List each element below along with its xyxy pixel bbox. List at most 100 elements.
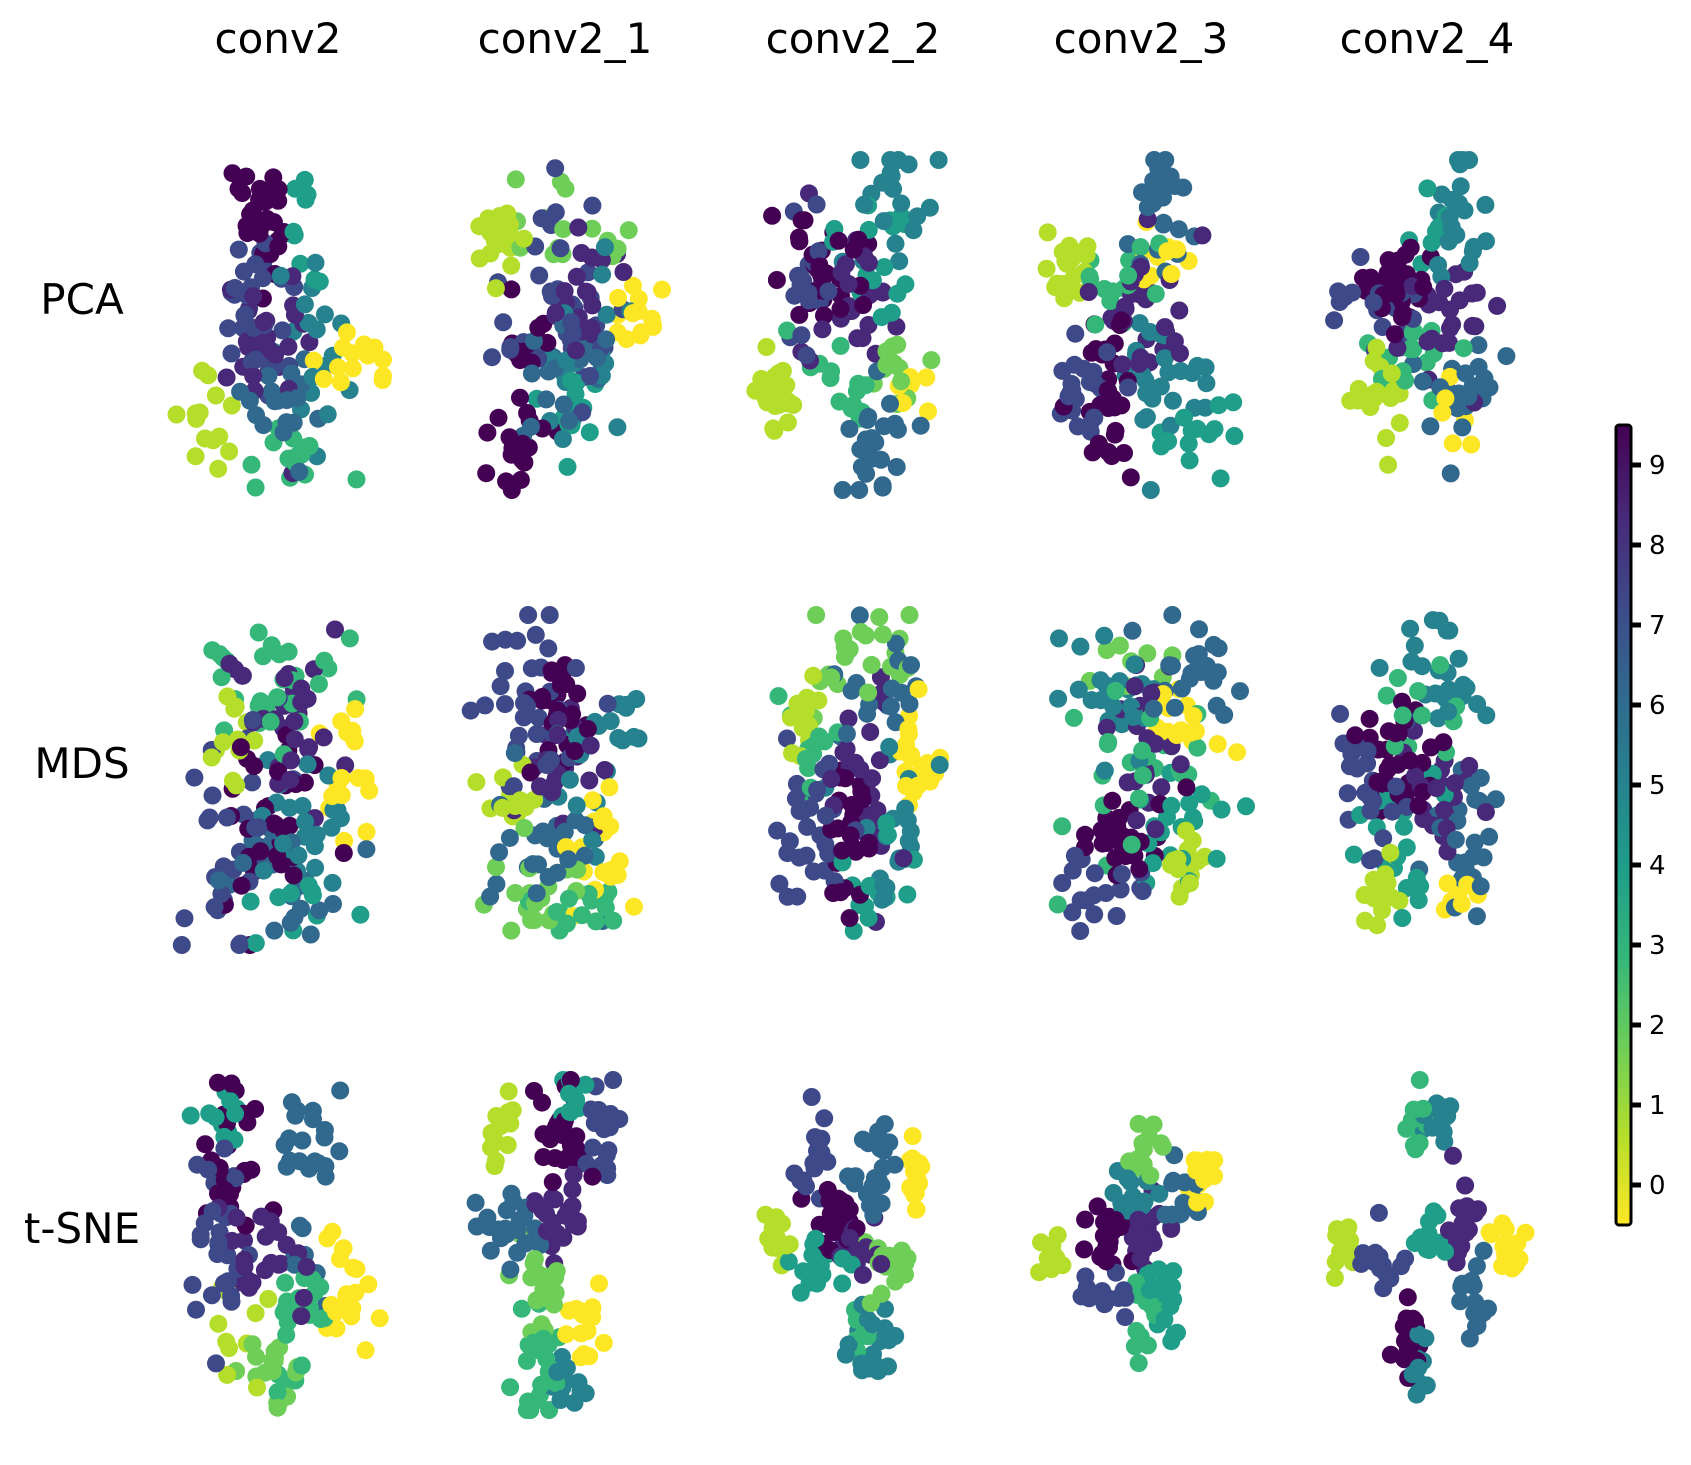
- scatter-point-class-8: [572, 244, 591, 262]
- scatter-point-class-9: [272, 855, 291, 874]
- scatter-point-class-9: [1381, 1345, 1400, 1364]
- scatter-point-class-5: [307, 825, 326, 844]
- scatter-point-class-8: [1435, 800, 1453, 819]
- scatter-point-class-6: [531, 1236, 550, 1255]
- scatter-point-class-3: [1409, 682, 1428, 701]
- scatter-point-class-6: [288, 389, 307, 407]
- scatter-point-class-1: [1325, 1268, 1344, 1287]
- scatter-point-class-7: [529, 708, 548, 727]
- scatter-point-class-6: [1123, 621, 1142, 640]
- scatter-point-class-4: [310, 272, 329, 291]
- scatter-point-class-4: [560, 1084, 578, 1103]
- scatter-point-class-8: [1142, 684, 1161, 703]
- scatter-point-class-8: [813, 320, 832, 339]
- scatter-point-class-7: [1107, 907, 1126, 925]
- scatter-point-class-5: [874, 212, 893, 231]
- scatter-point-class-8: [839, 275, 858, 293]
- scatter-point-class-7: [1325, 311, 1344, 330]
- scatter-point-class-6: [857, 464, 876, 483]
- scatter-point-class-7: [816, 806, 835, 825]
- scatter-point-class-7: [807, 195, 826, 214]
- scatter-point-class-8: [326, 620, 344, 639]
- scatter-point-class-6: [850, 481, 869, 499]
- scatter-point-class-9: [542, 661, 561, 680]
- scatter-point-class-3: [347, 470, 366, 489]
- scatter-point-class-9: [1103, 791, 1122, 810]
- scatter-point-class-8: [1129, 1210, 1148, 1229]
- scatter-point-class-6: [500, 828, 519, 847]
- scatter-point-class-1: [225, 699, 244, 718]
- scatter-point-class-4: [351, 905, 370, 924]
- scatter-point-class-8: [822, 770, 841, 788]
- scatter-point-class-1: [1181, 874, 1199, 893]
- scatter-point-class-7: [518, 696, 537, 715]
- scatter-point-class-9: [216, 1181, 235, 1200]
- scatter-point-class-4: [1163, 1277, 1182, 1296]
- scatter-point-class-3: [1454, 339, 1473, 358]
- scatter-point-class-5: [617, 698, 636, 717]
- scatter-point-class-8: [285, 712, 304, 731]
- scatter-point-class-4: [806, 1229, 825, 1248]
- scatter-point-class-4: [1180, 451, 1199, 470]
- scatter-point-class-0: [342, 1307, 361, 1326]
- scatter-point-class-8: [285, 730, 304, 749]
- scatter-point-class-9: [223, 164, 242, 183]
- scatter-point-class-0: [917, 368, 936, 387]
- scatter-point-class-8: [872, 1255, 891, 1273]
- scatter-point-class-9: [561, 1136, 580, 1155]
- scatter-point-class-9: [1102, 1210, 1121, 1229]
- column-title-conv2-2: conv2_2: [766, 14, 941, 63]
- scatter-point-class-5: [296, 812, 315, 831]
- scatter-point-class-7: [598, 694, 617, 713]
- scatter-point-class-6: [575, 846, 594, 865]
- scatter-point-class-4: [269, 888, 288, 907]
- scatter-point-class-6: [1471, 768, 1490, 787]
- scatter-point-class-9: [1102, 447, 1121, 466]
- scatter-panel-t-sne-conv2-3: [1030, 1114, 1224, 1373]
- scatter-point-class-9: [565, 742, 584, 760]
- scatter-point-class-6: [833, 481, 852, 499]
- scatter-point-class-9: [561, 710, 580, 729]
- scatter-point-class-7: [519, 606, 538, 624]
- scatter-point-class-4: [1436, 1242, 1455, 1261]
- scatter-point-class-4: [284, 222, 303, 241]
- scatter-point-class-4: [1175, 408, 1193, 427]
- scatter-point-class-7: [199, 1160, 218, 1179]
- scatter-point-class-6: [502, 1184, 521, 1203]
- scatter-point-class-7: [1053, 874, 1072, 892]
- scatter-point-class-1: [511, 791, 530, 810]
- scatter-point-class-8: [1155, 318, 1174, 337]
- scatter-point-class-4: [1162, 796, 1181, 815]
- scatter-point-class-2: [1110, 636, 1129, 655]
- scatter-point-class-1: [209, 459, 228, 478]
- scatter-point-class-4: [1211, 469, 1230, 488]
- scatter-point-class-0: [909, 680, 928, 699]
- scatter-point-class-6: [277, 1157, 296, 1176]
- scatter-panel-pca-conv2-3: [1037, 151, 1244, 499]
- row-titles: PCA MDS t-SNE: [24, 275, 140, 1253]
- scatter-point-class-6: [1480, 378, 1499, 397]
- scatter-point-class-4: [1427, 222, 1445, 241]
- scatter-point-class-9: [266, 815, 285, 834]
- scatter-panel-t-sne-conv2: [181, 1073, 389, 1417]
- scatter-panel-t-sne-conv2-1: [466, 1071, 629, 1419]
- scatter-point-class-2: [892, 1241, 911, 1260]
- scatter-point-class-6: [467, 1217, 486, 1236]
- scatter-point-class-9: [1390, 262, 1409, 281]
- scatter-point-class-4: [241, 892, 260, 911]
- scatter-point-class-9: [1100, 1232, 1119, 1251]
- scatter-point-class-9: [1177, 778, 1196, 797]
- column-title-conv2-4: conv2_4: [1340, 14, 1515, 63]
- scatter-point-class-0: [623, 304, 642, 323]
- scatter-point-class-7: [1085, 864, 1104, 883]
- scatter-point-class-3: [847, 382, 866, 401]
- scatter-point-class-9: [836, 1194, 855, 1213]
- scatter-point-class-0: [337, 323, 356, 342]
- scatter-point-class-3: [268, 688, 287, 707]
- scatter-panel-pca-conv2-2: [746, 151, 948, 499]
- scatter-point-class-4: [206, 1108, 225, 1127]
- scatter-point-class-3: [1410, 1071, 1429, 1089]
- scatter-point-class-9: [208, 1073, 227, 1092]
- scatter-point-class-0: [903, 1149, 922, 1168]
- scatter-point-class-7: [185, 768, 204, 787]
